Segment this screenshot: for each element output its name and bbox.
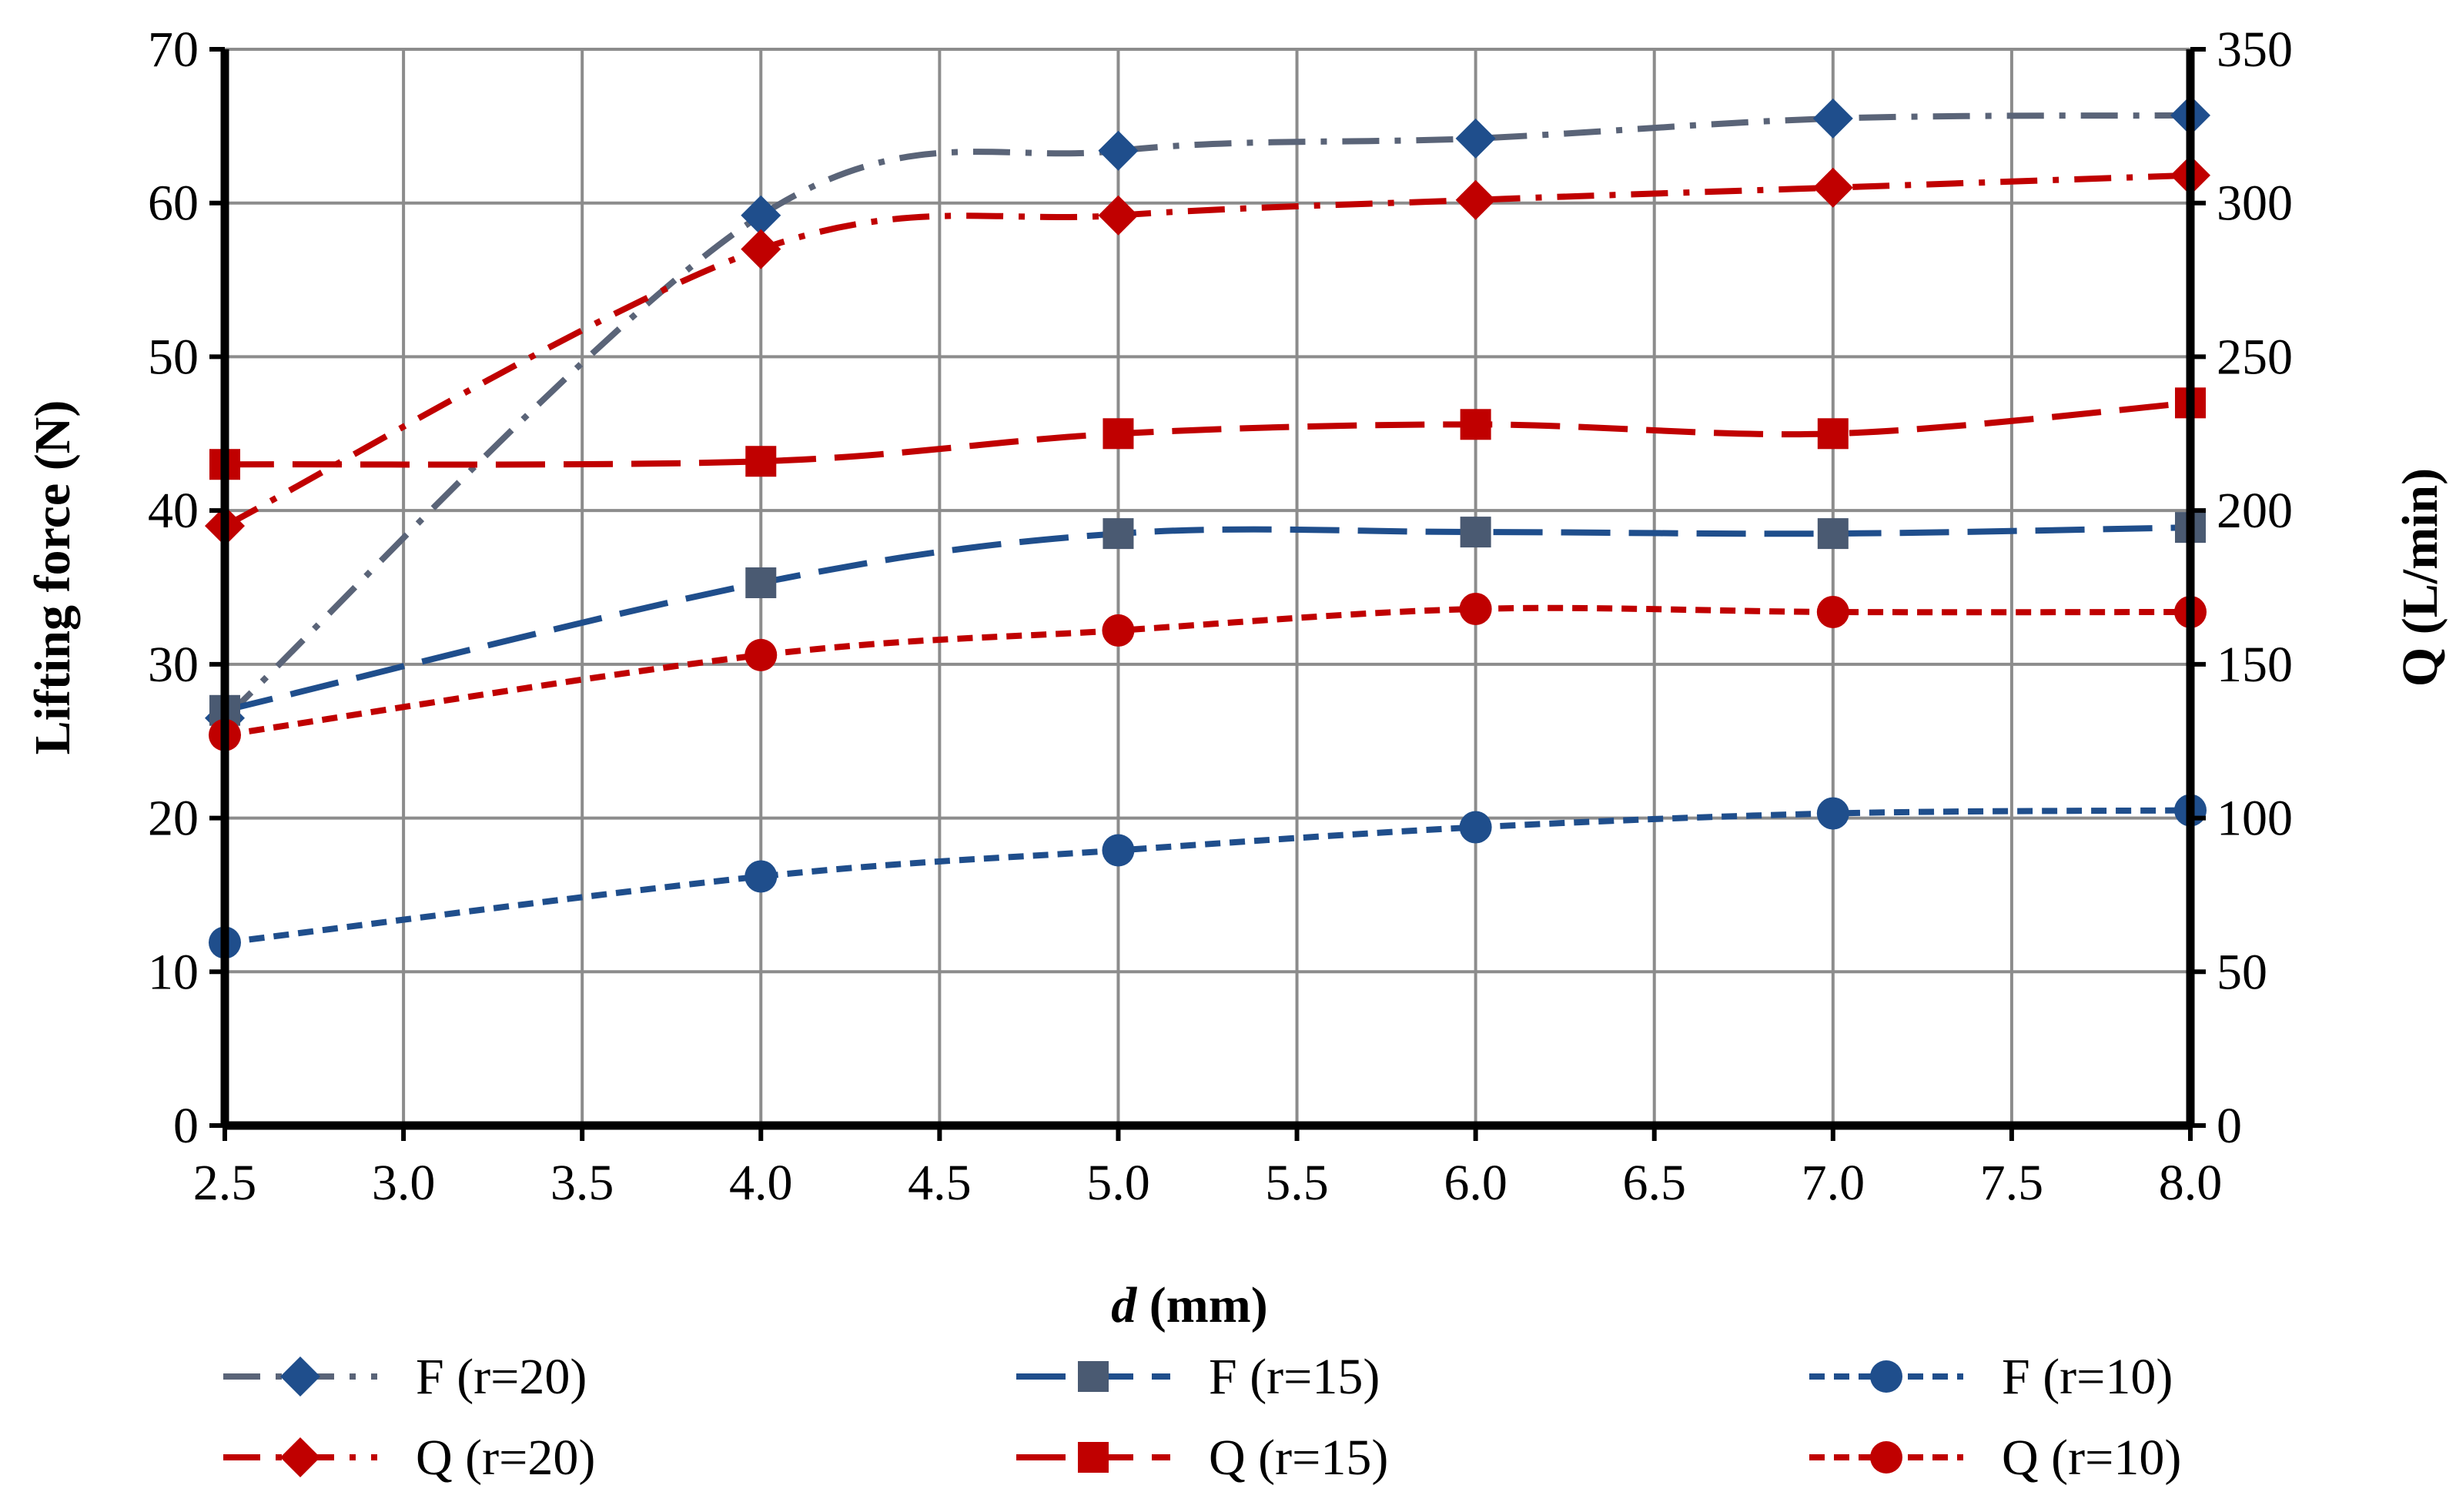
data-point-q-r-20 [741, 229, 781, 269]
x-axis-title: d (mm) [1111, 1277, 1267, 1333]
legend-marker [280, 1356, 320, 1397]
legend-label: Q (r=15) [1209, 1430, 1388, 1486]
y-right-tick-label: 250 [2217, 329, 2293, 385]
data-point-f-r-10 [744, 860, 778, 893]
data-point-q-r-20 [1812, 167, 1853, 208]
y-axis-right-title: Q (L/min) [2392, 468, 2448, 687]
y-left-tick-label: 40 [148, 483, 199, 539]
legend: F (r=20) F (r=15) F (r=10) Q (r=20) Q (r=15)… [223, 1349, 2181, 1486]
data-point-f-r-15 [1817, 518, 1849, 550]
data-point-q-r-10 [744, 638, 778, 671]
data-point-q-r-10 [1102, 614, 1135, 647]
legend-entry-f-r-10: F (r=10) [1809, 1349, 2173, 1405]
x-tick-label: 6.0 [1444, 1155, 1507, 1211]
y-left-tick-label: 30 [148, 637, 199, 693]
data-point-f-r-10 [1459, 811, 1492, 844]
legend-entry-f-r-20: F (r=20) [223, 1349, 587, 1405]
x-tick-label: 4.0 [729, 1155, 793, 1211]
data-point-f-r-20 [1098, 130, 1139, 171]
legend-entry-q-r-20: Q (r=20) [223, 1430, 595, 1486]
data-point-q-r-20 [1455, 179, 1496, 220]
legend-entry-q-r-10: Q (r=10) [1809, 1430, 2181, 1486]
y-right-tick-label: 350 [2217, 22, 2293, 78]
x-tick-label: 8.0 [2159, 1155, 2223, 1211]
y-right-tick-label: 0 [2217, 1098, 2242, 1154]
x-axis-title-symbol: d [1111, 1277, 1137, 1333]
x-tick-label: 7.5 [1980, 1155, 2044, 1211]
legend-label: Q (r=10) [2002, 1430, 2181, 1486]
data-point-f-r-10 [1102, 834, 1135, 867]
data-point-f-r-20 [1455, 118, 1496, 159]
data-point-f-r-20 [1812, 98, 1853, 139]
axes [209, 47, 2206, 1141]
x-tick-label: 5.0 [1086, 1155, 1150, 1211]
legend-marker [280, 1437, 320, 1477]
series-line-q-r-20 [223, 172, 2191, 529]
data-point-q-r-20 [1098, 195, 1139, 236]
y-axis-left-title: Lifting force (N) [25, 400, 81, 755]
data-point-f-r-15 [1460, 517, 1491, 548]
legend-entry-q-r-15: Q (r=15) [1016, 1430, 1388, 1486]
data-point-q-r-10 [1459, 592, 1492, 625]
y-right-tick-label: 200 [2217, 483, 2293, 539]
x-tick-label: 4.5 [908, 1155, 972, 1211]
legend-label: F (r=15) [1209, 1349, 1380, 1405]
tick-labels: 2.5 3.0 3.5 4.0 4.5 5.0 5.5 6.0 6.5 7.0 7.5 8.00102… [148, 22, 2293, 1211]
x-tick-label: 6.5 [1622, 1155, 1686, 1211]
series-line-f-r-20 [223, 112, 2191, 721]
data-point-q-r-15 [1460, 409, 1491, 440]
y-left-tick-label: 60 [148, 176, 199, 232]
x-axis-title-unit: (mm) [1136, 1277, 1267, 1333]
legend-marker [1870, 1441, 1902, 1474]
data-point-f-r-20 [741, 195, 781, 236]
data-point-f-r-15 [745, 567, 777, 599]
y-left-tick-label: 0 [173, 1098, 199, 1154]
legend-marker [1870, 1360, 1902, 1393]
series-line-q-r-15 [224, 400, 2191, 468]
y-left-tick-label: 10 [148, 944, 199, 1000]
series-line-f-r-15 [224, 524, 2191, 714]
x-tick-label: 3.0 [372, 1155, 436, 1211]
data-point-q-r-15 [1103, 418, 1134, 450]
x-tick-label: 7.0 [1802, 1155, 1865, 1211]
legend-marker [1078, 1442, 1109, 1473]
y-left-tick-label: 70 [148, 22, 199, 78]
y-right-tick-label: 150 [2217, 637, 2293, 693]
series-line-q-r-10 [224, 604, 2191, 738]
y-left-tick-label: 50 [148, 329, 199, 385]
legend-entry-f-r-15: F (r=15) [1016, 1349, 1380, 1405]
data-point-f-r-15 [1103, 518, 1134, 550]
series-line-f-r-10 [224, 807, 2191, 946]
data-point-f-r-10 [1816, 797, 1849, 830]
legend-label: Q (r=20) [416, 1430, 595, 1486]
y-right-tick-label: 100 [2217, 791, 2293, 847]
x-tick-label: 5.5 [1265, 1155, 1329, 1211]
legend-label: F (r=10) [2002, 1349, 2173, 1405]
legend-marker [1078, 1361, 1109, 1392]
y-right-tick-label: 50 [2217, 944, 2267, 1000]
x-tick-label: 2.5 [193, 1155, 257, 1211]
legend-label: F (r=20) [416, 1349, 587, 1405]
data-point-q-r-15 [1817, 418, 1849, 450]
y-right-tick-label: 300 [2217, 176, 2293, 232]
x-tick-label: 3.5 [550, 1155, 614, 1211]
gridlines [223, 48, 2192, 1127]
data-point-q-r-15 [745, 446, 777, 477]
y-left-tick-label: 20 [148, 791, 199, 847]
data-point-q-r-10 [1816, 595, 1849, 628]
